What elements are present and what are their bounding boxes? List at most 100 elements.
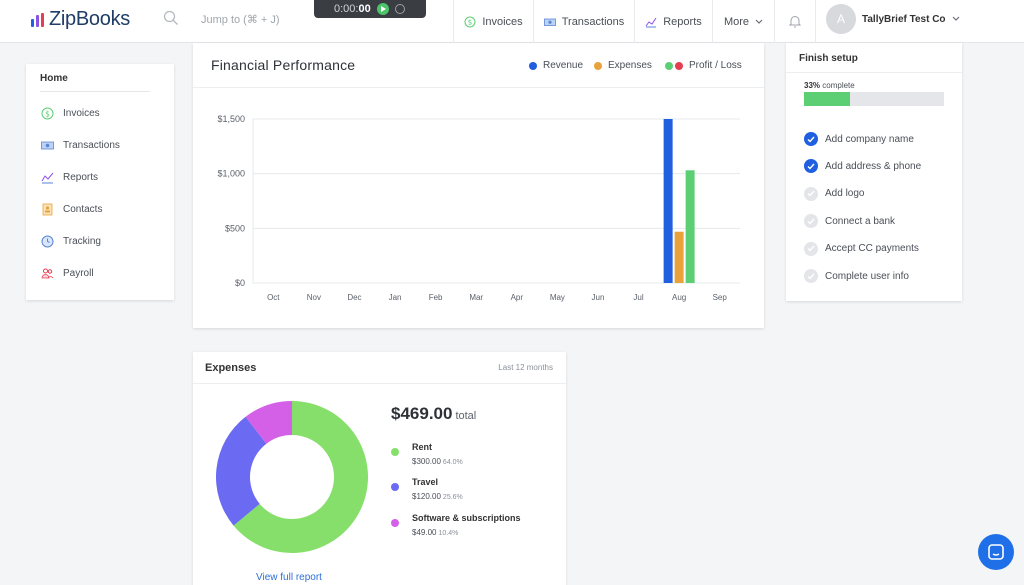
nav-more[interactable]: More xyxy=(712,0,774,43)
rent-dot-icon xyxy=(391,448,399,456)
svg-text:$: $ xyxy=(468,18,472,26)
checkmark-icon xyxy=(804,186,818,201)
clock-icon xyxy=(41,235,54,247)
donut-slice-software-subscriptions[interactable] xyxy=(245,401,292,444)
bell-icon xyxy=(789,16,801,28)
legend-expenses[interactable]: Expenses xyxy=(594,60,652,71)
y-tick-label: $1,000 xyxy=(217,169,245,179)
x-tick-label: Jan xyxy=(389,293,402,302)
legend-revenue[interactable]: Revenue xyxy=(529,60,583,71)
sidebar-item-transactions[interactable]: Transactions xyxy=(41,138,120,152)
financial-performance-card: Financial Performance Revenue Expenses P… xyxy=(193,43,764,328)
stopwatch-icon[interactable] xyxy=(394,4,405,14)
money-icon xyxy=(41,141,54,149)
x-tick-label: Jun xyxy=(592,293,605,302)
bar-profit-loss-aug[interactable] xyxy=(685,170,695,283)
search-icon[interactable] xyxy=(163,10,179,26)
x-tick-label: May xyxy=(550,293,565,302)
checkmark-icon xyxy=(804,132,818,146)
setup-progress-fill xyxy=(804,92,851,106)
view-full-report-link[interactable]: View full report xyxy=(256,572,322,583)
donut-slice-rent[interactable] xyxy=(233,401,368,553)
sidebar-item-tracking[interactable]: Tracking xyxy=(41,234,101,248)
chat-button[interactable] xyxy=(978,534,1014,570)
chevron-down-icon xyxy=(952,16,959,21)
setup-task-label: Add company name xyxy=(825,133,914,145)
sidebar-item-reports[interactable]: Reports xyxy=(41,170,98,184)
top-bar: ZipBooks Jump to (⌘ + J) 0:00:00 $ Invoi… xyxy=(0,0,1024,43)
divider xyxy=(193,87,764,88)
jump-to-search[interactable]: Jump to (⌘ + J) xyxy=(201,14,280,26)
bar-revenue-aug[interactable] xyxy=(663,119,673,283)
y-tick-label: $1,500 xyxy=(217,114,245,124)
setup-task-label: Complete user info xyxy=(825,270,909,282)
financial-performance-chart: $0 $500 $1,000 $1,500 Oct Nov Dec Jan Feb Mar Apr M… xyxy=(217,114,740,302)
setup-task-label: Accept CC payments xyxy=(825,243,919,255)
setup-task[interactable]: Add logo xyxy=(804,186,865,201)
x-tick-label: Jul xyxy=(633,293,643,302)
checkmark-icon xyxy=(804,269,818,283)
setup-task[interactable]: Add address & phone xyxy=(804,159,922,174)
divider xyxy=(193,383,566,384)
x-tick-label: Dec xyxy=(347,293,361,302)
contacts-icon xyxy=(42,203,53,215)
revenue-dot-icon xyxy=(529,61,537,70)
people-icon xyxy=(41,268,54,278)
y-tick-label: $0 xyxy=(235,278,245,288)
expenses-donut-chart xyxy=(216,401,368,553)
x-tick-label: Mar xyxy=(469,293,483,302)
chart-icon xyxy=(41,172,54,183)
x-tick-label: Aug xyxy=(672,293,686,302)
chevron-down-icon xyxy=(755,19,763,24)
sidebar-item-invoices[interactable]: $ Invoices xyxy=(41,106,100,120)
divider xyxy=(786,72,962,73)
svg-text:$: $ xyxy=(45,109,50,118)
donut-slice-travel[interactable] xyxy=(216,416,267,526)
zipbooks-logo[interactable]: ZipBooks xyxy=(31,8,130,31)
nav-invoices[interactable]: $ Invoices xyxy=(453,0,533,43)
checkmark-icon xyxy=(804,159,818,174)
sidebar: Home $ Invoices Transactions Reports Con… xyxy=(26,64,174,300)
expenses-range[interactable]: Last 12 months xyxy=(498,363,553,372)
logo-bars-icon xyxy=(31,12,44,27)
x-tick-label: Apr xyxy=(511,293,524,302)
time-tracker: 0:00:00 xyxy=(314,0,426,18)
software-dot-icon xyxy=(391,519,399,527)
expenses-dot-icon xyxy=(594,61,602,70)
setup-task-label: Add address & phone xyxy=(825,160,922,172)
account-menu[interactable]: A TallyBrief Test Co xyxy=(826,4,960,34)
legend-profit-loss[interactable]: Profit / Loss xyxy=(665,60,742,71)
x-tick-label: Feb xyxy=(429,293,443,302)
money-icon xyxy=(543,18,556,26)
avatar: A xyxy=(826,4,856,34)
expenses-title: Expenses xyxy=(205,362,257,374)
x-tick-label: Sep xyxy=(713,293,728,302)
setup-task[interactable]: Add company name xyxy=(804,132,914,146)
sidebar-item-contacts[interactable]: Contacts xyxy=(41,202,102,216)
setup-task[interactable]: Complete user info xyxy=(804,269,909,283)
play-icon[interactable] xyxy=(376,3,389,15)
setup-task-label: Add logo xyxy=(825,188,865,200)
expenses-card: Expenses Last 12 months $469.00 total Ren… xyxy=(193,352,566,585)
finish-setup-title: Finish setup xyxy=(799,53,858,64)
y-tick-label: $500 xyxy=(225,223,245,233)
setup-progress-bar xyxy=(804,92,944,106)
setup-task[interactable]: Connect a bank xyxy=(804,214,895,229)
divider xyxy=(40,91,150,92)
account-menu-divider xyxy=(815,0,1024,43)
chat-icon xyxy=(988,544,1004,560)
dollar-circle-icon: $ xyxy=(464,16,476,27)
checkmark-icon xyxy=(804,241,818,256)
sidebar-item-payroll[interactable]: Payroll xyxy=(41,266,94,280)
setup-task[interactable]: Accept CC payments xyxy=(804,241,919,256)
nav-transactions[interactable]: Transactions xyxy=(533,0,634,43)
x-tick-label: Oct xyxy=(267,293,280,302)
travel-dot-icon xyxy=(391,483,399,491)
bar-expenses-aug[interactable] xyxy=(674,231,684,283)
checkmark-icon xyxy=(804,214,818,229)
notifications-button[interactable] xyxy=(774,0,815,43)
financial-performance-title: Financial Performance xyxy=(211,57,356,73)
sidebar-home[interactable]: Home xyxy=(40,73,68,84)
nav-reports[interactable]: Reports xyxy=(634,0,712,43)
dollar-circle-icon: $ xyxy=(41,107,54,119)
